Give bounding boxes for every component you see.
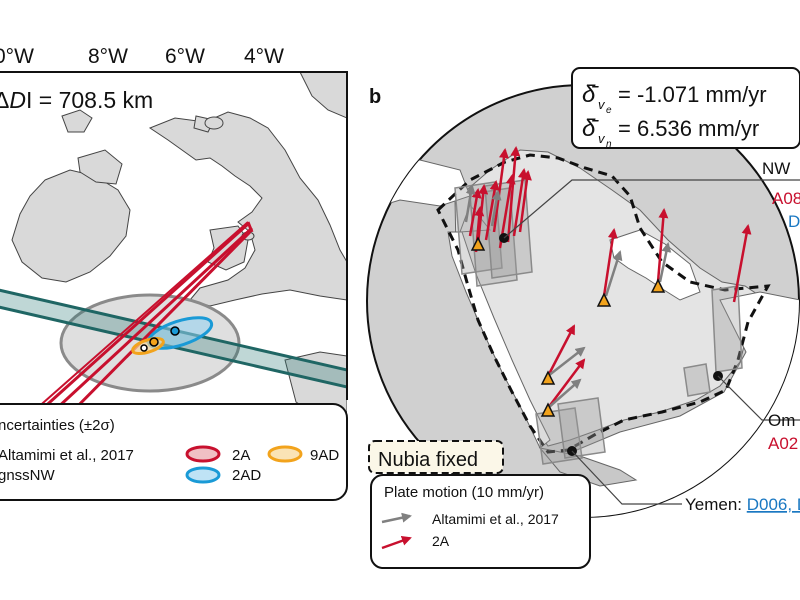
svg-text:v: v <box>598 131 606 146</box>
lon-tick-label: 8°W <box>88 45 128 68</box>
red-track <box>60 230 252 424</box>
panel-a: 0°W 8°W 6°W 4°W <box>0 45 348 530</box>
delta-d-label: ΔDI = 708.5 km <box>0 87 153 113</box>
leader-nw <box>503 179 800 239</box>
map-frame <box>0 71 348 400</box>
svg-text:v: v <box>598 97 606 112</box>
nw-red-ids: A08 <box>772 189 800 208</box>
svg-text:δ̄: δ̄ <box>582 115 599 142</box>
legend-2ad-label: 2AD <box>232 467 261 484</box>
red-track <box>17 221 249 426</box>
gnss-point <box>170 326 180 336</box>
panel-b: b <box>366 67 800 569</box>
panel-b-label: b <box>369 86 381 108</box>
leader-yemen <box>571 450 682 505</box>
svg-text:δ̄: δ̄ <box>582 81 599 108</box>
legend-red-label: 2A <box>432 533 450 549</box>
legend-gnss-label: gnssNW <box>0 467 56 484</box>
yemen-callout: Yemen: D006, D1 <box>685 495 800 514</box>
nw-callout-label: NW <box>762 159 790 178</box>
legend-gray-label: Altamimi et al., 2017 <box>432 511 559 527</box>
lon-tick-label: 0°W <box>0 45 34 68</box>
plate-boundary <box>436 153 771 454</box>
om-callout-label: Om <box>768 411 795 430</box>
nw-blue-ids: D <box>788 212 800 231</box>
leader-om <box>717 375 800 421</box>
velocity-vectors <box>464 146 752 409</box>
legend-altamimi-label: Altamimi et al., 2017 <box>0 447 134 464</box>
map-land <box>0 72 347 426</box>
stations <box>470 236 666 417</box>
uncertainty-legend <box>0 403 348 501</box>
svg-text:= -1.071 mm/yr: = -1.071 mm/yr <box>618 82 767 107</box>
nubia-fixed-label: Nubia fixed <box>378 449 478 471</box>
legend-2a-swatch <box>185 445 221 463</box>
legend-9ad-swatch <box>267 445 303 463</box>
svg-text:= 6.536 mm/yr: = 6.536 mm/yr <box>618 116 759 141</box>
ve-stat: δ̄ v e = -1.071 mm/yr <box>582 81 767 116</box>
gnss-point <box>149 337 159 347</box>
legend-2ad-swatch <box>185 466 221 484</box>
legend-red-arrow <box>381 535 412 550</box>
nubia-fixed-box <box>368 440 504 474</box>
vn-stat: δ̄ v n = 6.536 mm/yr <box>582 115 759 150</box>
red-track <box>28 222 250 422</box>
legend-gray-arrow <box>381 512 412 524</box>
gnss-point <box>140 344 148 352</box>
plate-motion-legend <box>370 474 591 569</box>
lon-tick-label: 6°W <box>165 45 205 68</box>
legend-9ad-label: 9AD <box>310 447 339 464</box>
plate-legend-title: Plate motion (10 mm/yr) <box>384 484 544 501</box>
svg-text:e: e <box>606 105 612 116</box>
legend-2a-label: 2A <box>232 447 250 464</box>
stats-box <box>571 67 800 149</box>
svg-text:n: n <box>606 139 612 150</box>
lon-tick-label: 4°W <box>244 45 284 68</box>
om-red-ids: A02 <box>768 434 798 453</box>
legend-title: ncertainties (±2σ) <box>0 417 115 434</box>
red-track <box>40 226 254 424</box>
